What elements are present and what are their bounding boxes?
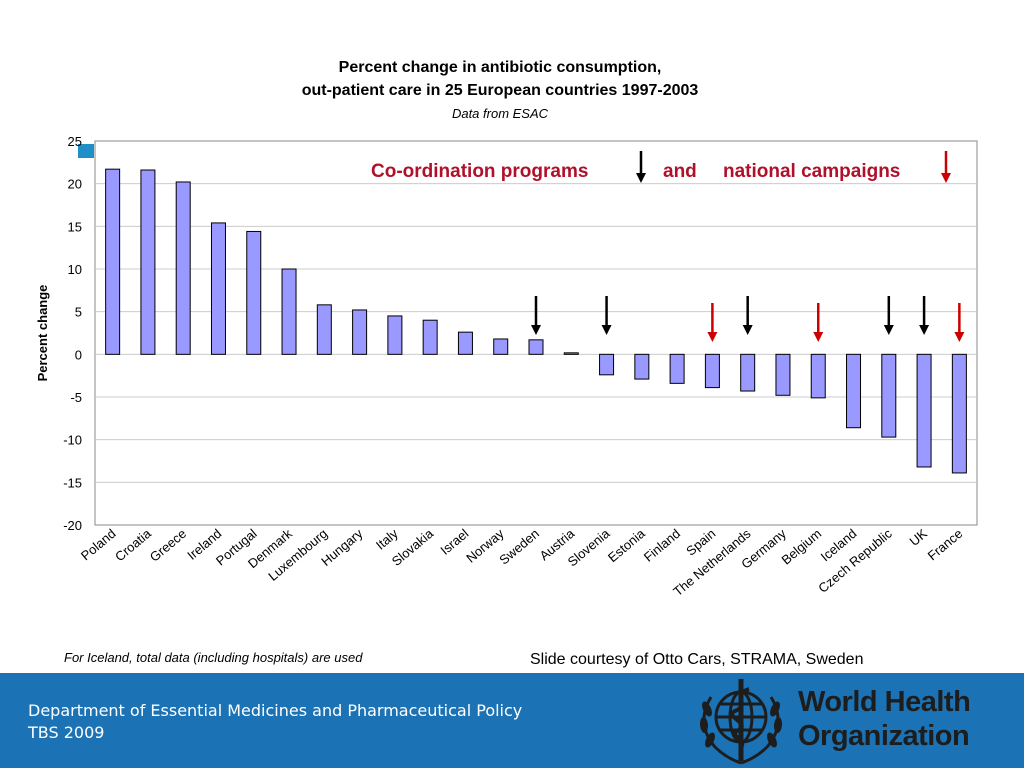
x-tick-label: Croatia xyxy=(112,525,154,564)
y-tick-label: 20 xyxy=(68,177,82,192)
chart-title-line1: Percent change in antibiotic consumption… xyxy=(338,59,662,76)
x-tick-label: Estonia xyxy=(605,525,648,565)
x-tick-label: Greece xyxy=(147,526,189,565)
bar xyxy=(528,339,544,355)
bar-chart: 25 20 15 10 5 0 -5 -10 -15 -20 PolandCroatiaGreec… xyxy=(35,134,978,599)
chart-subtitle: Data from ESAC xyxy=(451,106,549,121)
y-tick-label: -10 xyxy=(63,433,82,448)
bar xyxy=(916,353,932,468)
bar xyxy=(316,304,332,355)
slide-marker xyxy=(78,144,94,158)
x-tick-label: Poland xyxy=(78,526,119,564)
slide-credit: Slide courtesy of Otto Cars, STRAMA, Swe… xyxy=(530,651,864,668)
y-tick-label: -15 xyxy=(63,475,82,490)
bar xyxy=(105,168,121,355)
x-tick-label: Belgium xyxy=(779,526,825,568)
campaign-arrow-head xyxy=(707,332,718,342)
y-tick-label: -20 xyxy=(63,518,82,533)
bar xyxy=(563,352,579,355)
footer-bar: Department of Essential Medicines and Ph… xyxy=(0,673,1024,768)
coordination-arrow-head xyxy=(919,325,930,335)
who-wordmark: World Health Organization xyxy=(798,685,971,753)
legend-campaign-arrow-head xyxy=(941,173,951,183)
bar xyxy=(140,169,156,355)
coordination-arrow-head xyxy=(883,325,894,335)
bar xyxy=(740,353,756,392)
x-tick-label: Sweden xyxy=(496,526,542,568)
bar xyxy=(210,222,226,355)
bar xyxy=(951,353,967,474)
y-axis-label: Percent change xyxy=(35,285,50,382)
bar xyxy=(457,331,473,355)
bar xyxy=(881,353,897,438)
x-tick-label: France xyxy=(925,526,966,564)
bar xyxy=(775,353,791,396)
footnote: For Iceland, total data (including hospi… xyxy=(64,650,363,665)
y-tick-label: 5 xyxy=(75,305,82,320)
bar xyxy=(599,353,615,376)
y-tick-label: 15 xyxy=(68,219,82,234)
campaign-arrow-head xyxy=(813,332,824,342)
y-tick-label: 0 xyxy=(75,347,82,362)
y-tick-label: 10 xyxy=(68,262,82,277)
bar xyxy=(634,353,650,380)
bar xyxy=(246,230,262,355)
x-tick-label: Finland xyxy=(641,526,683,565)
bar xyxy=(387,315,403,355)
bar xyxy=(422,319,438,355)
who-wordmark-line1: World Health xyxy=(798,686,971,718)
x-tick-label: Italy xyxy=(373,525,401,552)
bar xyxy=(352,309,368,355)
y-tick-label: 25 xyxy=(68,134,82,149)
annotation-and: and xyxy=(663,161,697,182)
bar xyxy=(493,338,509,355)
footer-department: Department of Essential Medicines and Ph… xyxy=(28,700,522,744)
bar xyxy=(669,353,685,384)
y-tick-label: -5 xyxy=(70,390,82,405)
legend-coordination-arrow-head xyxy=(636,173,646,183)
who-wordmark-line2: Organization xyxy=(798,720,970,752)
bar xyxy=(704,353,720,389)
bar xyxy=(175,181,191,355)
annotation-coordination-programs: Co-ordination programs xyxy=(371,161,589,182)
x-axis-labels: PolandCroatiaGreeceIrelandPortugalDenmar… xyxy=(78,525,965,599)
coordination-arrow-head xyxy=(531,325,541,335)
who-emblem-icon xyxy=(699,679,783,765)
program-arrows xyxy=(531,151,965,342)
annotation-national-campaigns: national campaigns xyxy=(723,161,901,182)
footer-line2: TBS 2009 xyxy=(28,723,105,742)
bars xyxy=(105,168,967,474)
coordination-arrow-head xyxy=(742,325,753,335)
bar xyxy=(810,353,826,399)
footer-line1: Department of Essential Medicines and Ph… xyxy=(28,701,523,720)
gridlines xyxy=(95,183,977,483)
coordination-arrow-head xyxy=(601,325,612,335)
x-tick-label: UK xyxy=(907,526,931,549)
y-axis-ticks: 25 20 15 10 5 0 -5 -10 -15 -20 xyxy=(63,134,82,533)
bar xyxy=(281,268,297,355)
chart-title-line2: out-patient care in 25 European countrie… xyxy=(301,82,699,99)
bar xyxy=(846,353,862,429)
campaign-arrow-head xyxy=(954,332,965,342)
